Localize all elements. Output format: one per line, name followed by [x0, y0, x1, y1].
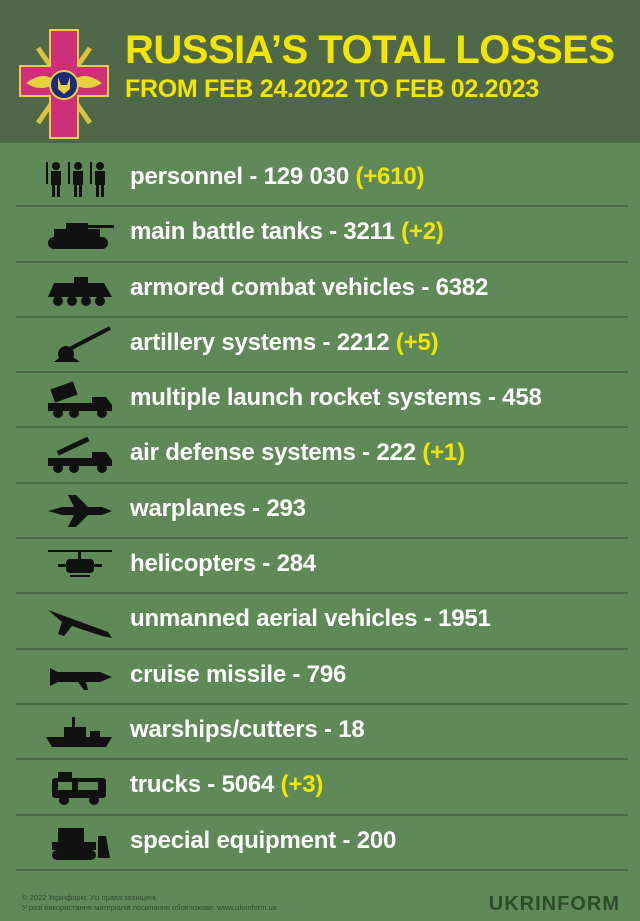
item-text: cruise missile - 796 — [130, 661, 346, 689]
item-text: unmanned aerial vehicles - 1951 — [130, 605, 491, 633]
item-label: cruise missile - 796 — [130, 660, 347, 688]
item-label: helicopters - 284 — [130, 550, 317, 578]
tank-icon — [44, 215, 116, 253]
item-label: multiple launch rocket systems - 458 — [130, 384, 542, 412]
item-text: trucks - 5064 (+3) — [130, 771, 323, 799]
list-item: armored combat vehicles - 6382 — [16, 263, 628, 318]
item-text: artillery systems - 2212 (+5) — [130, 328, 439, 357]
list-item: personnel - 129 030 (+610) — [16, 152, 628, 208]
item-text: armored combat vehicles - 6382 — [130, 274, 488, 302]
list-item: cruise missile - 796 — [16, 650, 628, 705]
item-text: warplanes - 293 — [130, 495, 306, 523]
warplane-icon — [44, 492, 116, 530]
footer-copyright: © 2022 Укрінформ. Усі права захищені. У … — [22, 893, 277, 913]
ukrinform-logo: UKRINFORM — [488, 893, 620, 915]
artillery-icon — [44, 326, 116, 364]
item-label: trucks - 5064 — [130, 771, 275, 799]
header: RUSSIA’S TOTAL LOSSES FROM FEB 24.2022 T… — [0, 0, 640, 143]
cruise-missile-icon — [44, 658, 116, 696]
soldiers-icon — [44, 160, 116, 198]
list-item: warplanes - 293 — [16, 484, 628, 540]
bulldozer-icon — [44, 824, 116, 862]
helicopter-icon — [44, 547, 116, 585]
warship-icon — [44, 713, 116, 751]
item-label: air defense systems - 222 — [130, 439, 416, 467]
item-label: artillery systems - 2212 — [130, 328, 390, 356]
item-label: main battle tanks - 3211 — [130, 218, 395, 246]
armed-forces-emblem-icon — [19, 29, 109, 139]
list-item: air defense systems - 222 (+1) — [16, 428, 628, 484]
list-item: trucks - 5064 (+3) — [16, 760, 628, 816]
armored-vehicle-icon — [44, 271, 116, 309]
item-text: special equipment - 200 — [130, 827, 396, 855]
item-text: personnel - 129 030 (+610) — [130, 163, 424, 191]
list-item: unmanned aerial vehicles - 1951 — [16, 594, 628, 650]
item-label: unmanned aerial vehicles - 1951 — [130, 605, 491, 633]
item-label: warships/cutters - 18 — [130, 715, 365, 743]
air-defense-icon — [44, 436, 116, 474]
notice-text: У разі використання матеріалів посилання… — [22, 903, 277, 912]
item-text: warships/cutters - 18 — [130, 716, 365, 744]
item-text: air defense systems - 222 (+1) — [130, 439, 465, 467]
item-change: (+3) — [280, 771, 324, 799]
item-change: (+2) — [401, 218, 444, 246]
item-label: warplanes - 293 — [130, 494, 306, 522]
item-label: armored combat vehicles - 6382 — [130, 273, 489, 301]
item-text: multiple launch rocket systems - 458 — [130, 384, 542, 412]
list-item: warships/cutters - 18 — [16, 705, 628, 761]
list-item: multiple launch rocket systems - 458 — [16, 373, 628, 429]
item-text: helicopters - 284 — [130, 550, 316, 578]
page-title: RUSSIA’S TOTAL LOSSES — [125, 28, 615, 72]
item-text: main battle tanks - 3211 (+2) — [130, 218, 444, 246]
list-item: helicopters - 284 — [16, 539, 628, 595]
page-subtitle: FROM FEB 24.2022 TO FEB 02.2023 — [125, 75, 540, 103]
item-label: personnel - 129 030 — [130, 163, 349, 190]
item-label: special equipment - 200 — [130, 826, 397, 854]
list-item: artillery systems - 2212 (+5) — [16, 318, 628, 374]
copyright-text: © 2022 Укрінформ. Усі права захищені. — [22, 893, 158, 902]
item-change: (+610) — [355, 163, 425, 190]
rocket-launcher-icon — [44, 381, 116, 419]
truck-icon — [44, 768, 116, 806]
losses-list: personnel - 129 030 (+610) main battle t… — [0, 152, 640, 871]
item-change: (+1) — [422, 439, 465, 467]
list-item: special equipment - 200 — [16, 816, 628, 871]
drone-icon — [44, 602, 116, 640]
list-item: main battle tanks - 3211 (+2) — [16, 207, 628, 263]
item-change: (+5) — [395, 328, 439, 356]
